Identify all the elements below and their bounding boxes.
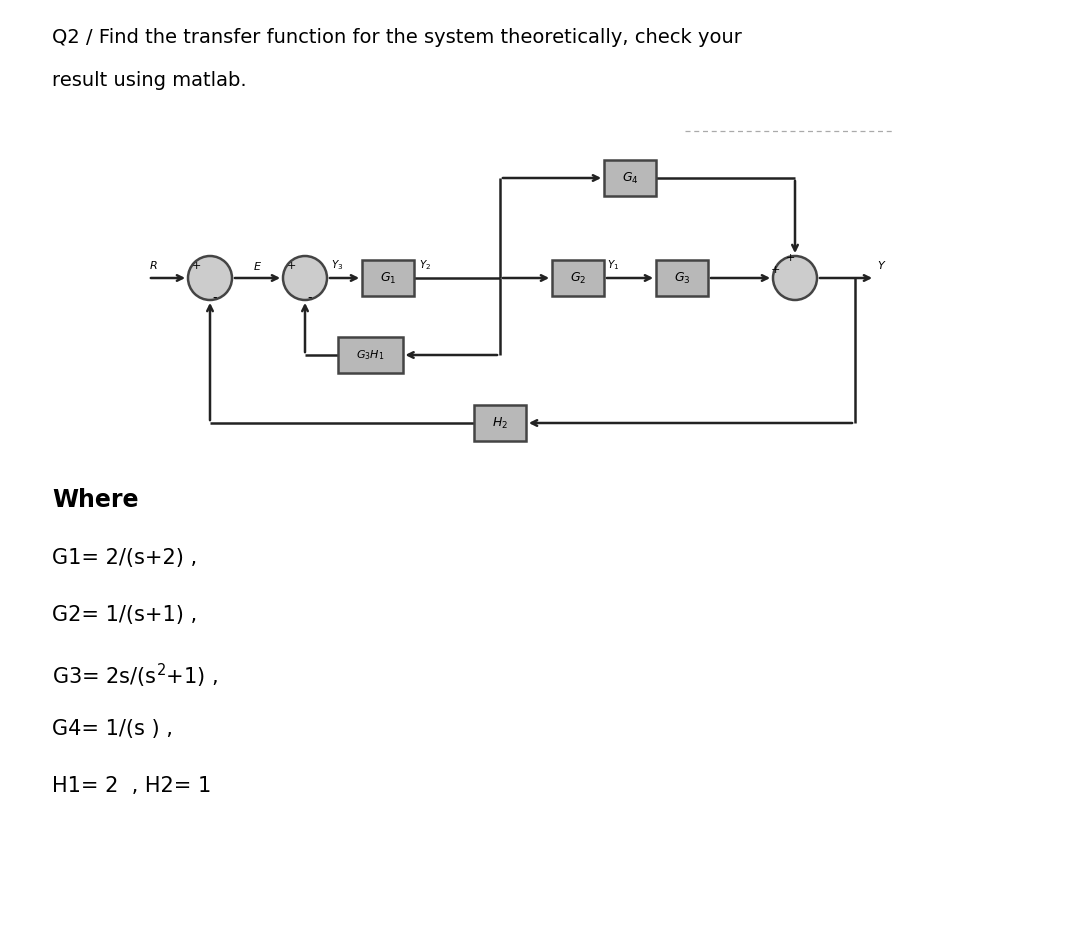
FancyBboxPatch shape	[362, 260, 414, 296]
Circle shape	[773, 256, 816, 300]
Text: +: +	[770, 265, 780, 275]
Text: $G_4$: $G_4$	[622, 171, 638, 186]
Text: G4= 1/(s ) ,: G4= 1/(s ) ,	[52, 719, 173, 739]
Text: +: +	[286, 261, 296, 271]
Text: +: +	[191, 261, 201, 271]
FancyBboxPatch shape	[474, 405, 526, 441]
Text: -: -	[308, 291, 312, 304]
Text: $H_2$: $H_2$	[492, 415, 508, 430]
Circle shape	[188, 256, 232, 300]
Text: $G_3$: $G_3$	[674, 271, 690, 285]
Circle shape	[283, 256, 327, 300]
Text: $G_2$: $G_2$	[570, 271, 586, 285]
Text: +: +	[785, 253, 795, 263]
Text: Where: Where	[52, 488, 138, 512]
Text: $Y_2$: $Y_2$	[419, 258, 431, 272]
Text: $G_3H_1$: $G_3H_1$	[355, 348, 384, 362]
Text: G3= 2s/(s$^2$+1) ,: G3= 2s/(s$^2$+1) ,	[52, 662, 218, 690]
Text: E: E	[254, 262, 261, 272]
Text: H1= 2  , H2= 1: H1= 2 , H2= 1	[52, 776, 212, 796]
Text: Q2 / Find the transfer function for the system theoretically, check your: Q2 / Find the transfer function for the …	[52, 28, 742, 47]
Text: $Y_3$: $Y_3$	[330, 258, 343, 272]
FancyBboxPatch shape	[552, 260, 604, 296]
Text: result using matlab.: result using matlab.	[52, 71, 246, 90]
FancyBboxPatch shape	[337, 337, 403, 373]
Text: $Y_1$: $Y_1$	[607, 258, 619, 272]
Text: G1= 2/(s+2) ,: G1= 2/(s+2) ,	[52, 548, 198, 568]
Text: $G_1$: $G_1$	[380, 271, 396, 285]
FancyBboxPatch shape	[604, 160, 656, 196]
Text: G2= 1/(s+1) ,: G2= 1/(s+1) ,	[52, 605, 198, 625]
Text: Y: Y	[877, 261, 883, 271]
FancyBboxPatch shape	[656, 260, 708, 296]
Text: R: R	[150, 261, 158, 271]
Text: -: -	[213, 291, 217, 304]
